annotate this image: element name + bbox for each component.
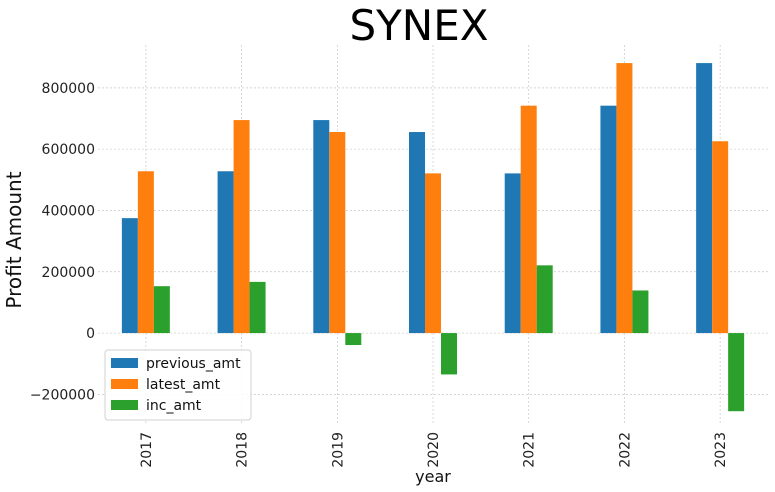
y-tick-label: 400000	[42, 203, 95, 219]
y-tick-label: 800000	[42, 81, 95, 97]
bar-latest_amt-2023	[712, 141, 729, 334]
bar-previous_amt-2017	[121, 218, 138, 334]
bar-previous_amt-2022	[600, 105, 617, 334]
bar-latest_amt-2019	[329, 132, 346, 334]
x-tick-label: 2018	[235, 432, 251, 468]
y-ticks: −200000 0 200000 400000 600000 800000	[30, 81, 95, 403]
bar-previous_amt-2018	[217, 171, 234, 334]
bar-inc_amt-2023	[728, 333, 745, 412]
bar-previous_amt-2023	[696, 63, 713, 334]
y-axis-label: Profit Amount	[2, 171, 26, 308]
x-tick-label: 2017	[139, 432, 155, 468]
bar-latest_amt-2020	[425, 173, 441, 334]
bar-inc_amt-2017	[153, 286, 170, 334]
bar-latest_amt-2017	[137, 171, 154, 334]
bar-inc_amt-2020	[441, 333, 457, 375]
bars	[121, 63, 745, 412]
legend-label-latest_amt: latest_amt	[146, 377, 221, 393]
legend-box	[104, 349, 252, 421]
legend: previous_amt latest_amt inc_amt	[104, 349, 252, 421]
x-tick-label: 2019	[330, 432, 346, 468]
x-tick-label: 2020	[426, 432, 442, 468]
bar-inc_amt-2022	[632, 290, 649, 334]
x-tick-label: 2023	[713, 432, 729, 468]
legend-label-inc_amt: inc_amt	[146, 398, 202, 414]
bar-latest_amt-2018	[233, 120, 250, 334]
bar-previous_amt-2019	[313, 120, 330, 334]
y-tick-label: 200000	[42, 265, 95, 281]
y-tick-label: −200000	[30, 387, 95, 403]
y-tick-label: 0	[86, 326, 95, 342]
bar-inc_amt-2021	[536, 265, 553, 334]
x-tick-label: 2021	[522, 432, 538, 468]
y-tick-label: 600000	[42, 142, 95, 158]
legend-swatch-latest_amt	[111, 379, 138, 389]
x-ticks: 2017 2018 2019 2020 2021 2022 2023	[139, 432, 729, 468]
bar-latest_amt-2021	[520, 105, 537, 334]
bar-previous_amt-2020	[409, 132, 425, 334]
legend-swatch-previous_amt	[111, 358, 138, 368]
x-axis-label: year	[415, 467, 451, 486]
chart-title: SYNEX	[349, 1, 488, 50]
bar-inc_amt-2018	[249, 281, 266, 334]
x-tick-label: 2022	[617, 432, 633, 468]
legend-swatch-inc_amt	[111, 400, 138, 410]
bar-previous_amt-2021	[504, 173, 521, 334]
legend-label-previous_amt: previous_amt	[146, 356, 241, 372]
bar-latest_amt-2022	[616, 63, 633, 334]
bar-inc_amt-2019	[345, 333, 362, 346]
